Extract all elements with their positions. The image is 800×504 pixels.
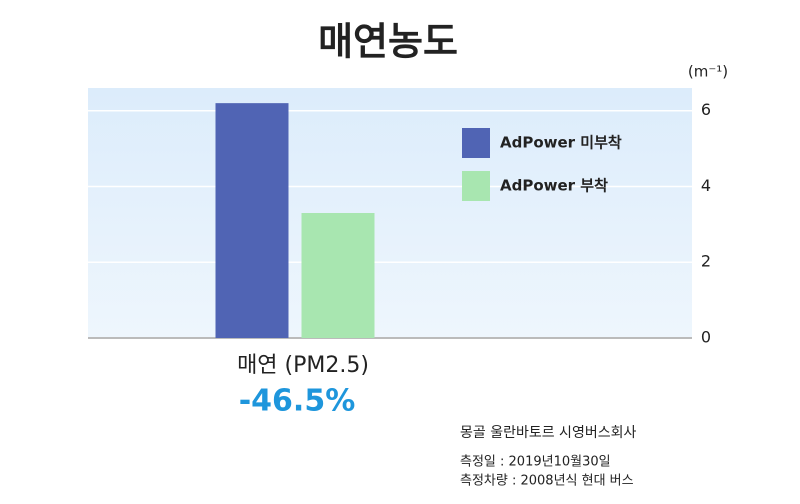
y-tick-label: 4 [701,176,711,195]
legend-swatch [462,171,490,201]
legend-label: AdPower 미부착 [500,134,622,152]
y-unit: (m⁻¹) [688,63,728,81]
note: 측정일 : 2019년10월30일 [460,455,611,470]
bar [301,213,375,338]
y-tick-label: 2 [701,252,711,271]
chart-title: 매연농도 [318,20,458,64]
y-tick-label: 0 [701,328,711,347]
y-tick-label: 6 [701,100,711,119]
legend-label: AdPower 부착 [500,177,608,195]
annotation: -46.5% [239,384,356,419]
legend-swatch [462,128,490,158]
bar [215,103,289,338]
note: 몽골 울란바토르 시영버스회사 [460,425,636,441]
plot-area [88,88,692,338]
category-label: 매연 (PM2.5) [237,353,369,378]
note: 측정차량 : 2008년식 현대 버스 [460,474,634,489]
